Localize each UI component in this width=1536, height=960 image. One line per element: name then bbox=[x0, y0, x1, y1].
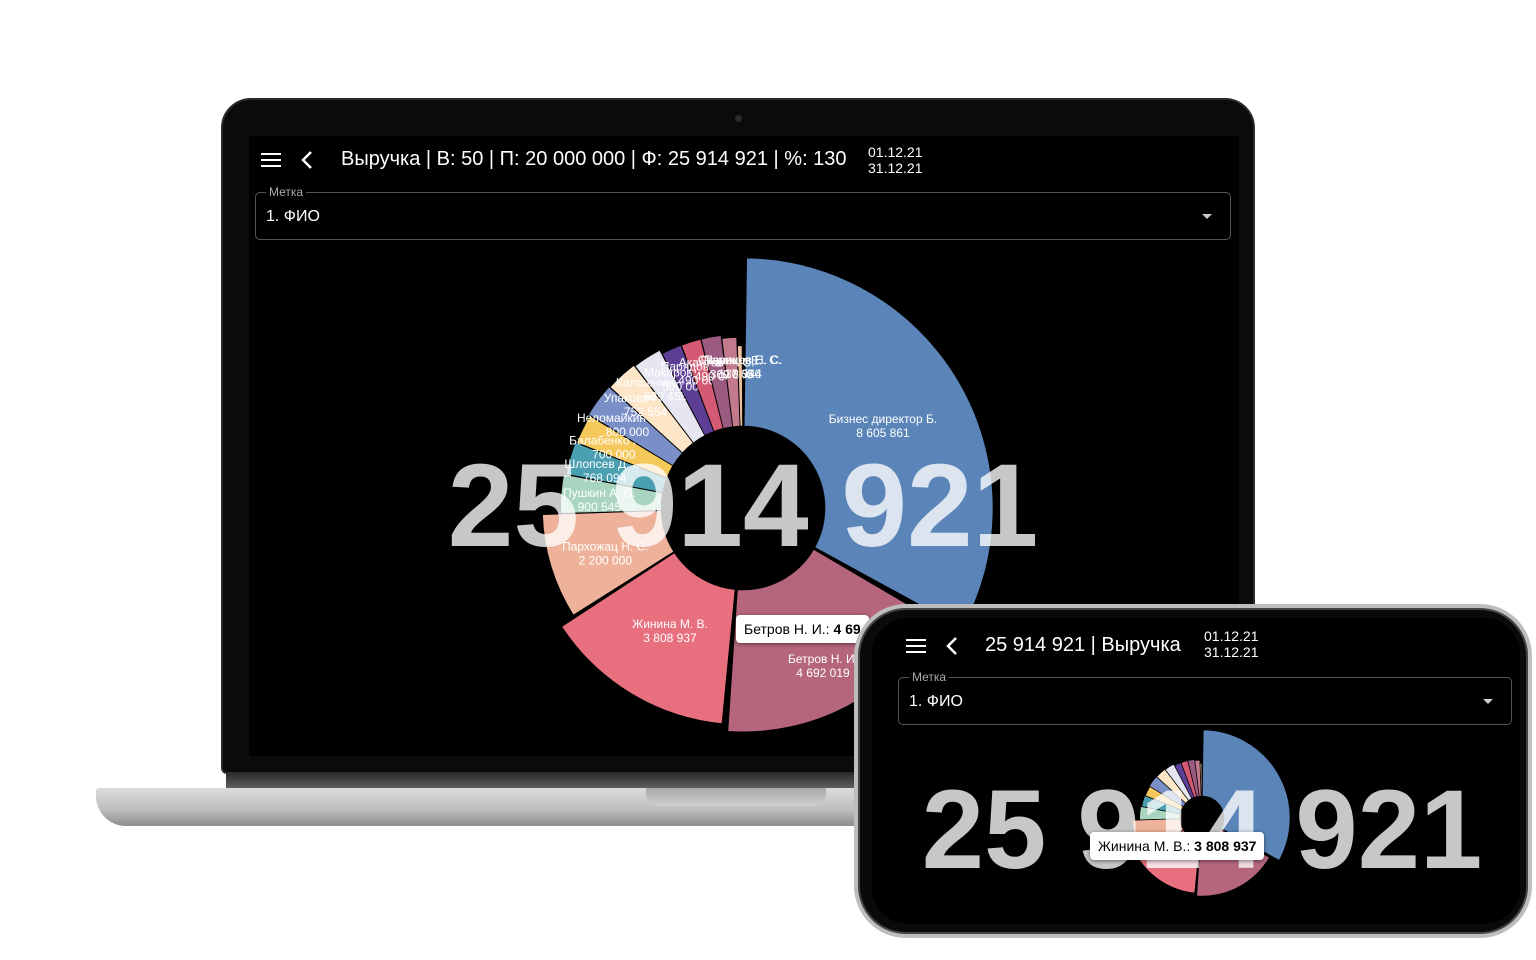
tooltip-value: 4 69 bbox=[833, 621, 861, 637]
page-title: Выручка | В: 50 | П: 20 000 000 | Ф: 25 … bbox=[341, 148, 847, 170]
slice-упакович-м-с[interactable] bbox=[609, 365, 694, 454]
back-icon[interactable] bbox=[297, 146, 317, 174]
app-bar: Выручка | В: 50 | П: 20 000 000 | Ф: 25 … bbox=[249, 136, 1239, 184]
tooltip-name: Бетров Н. И.: bbox=[744, 621, 830, 637]
phone-date-range[interactable]: 01.12.21 31.12.21 bbox=[1204, 628, 1259, 660]
value-пушкин-а-с: 900 545 bbox=[578, 500, 622, 514]
dropdown-arrow-icon[interactable] bbox=[1202, 214, 1212, 219]
label-бизнес-директор-б: Бизнес директор Б. bbox=[829, 412, 937, 426]
label-пушкин-а-с: Пушкин А. С. bbox=[563, 486, 636, 500]
value-пархожац-н-с: 2 200 000 bbox=[579, 553, 633, 567]
label-select-caption: Метка bbox=[266, 185, 307, 199]
menu-icon[interactable] bbox=[259, 146, 283, 174]
slice-парядов-е-с[interactable] bbox=[681, 339, 724, 432]
value-пареков-е-с: 17 056 bbox=[724, 367, 761, 381]
label-пареков-е: Пареков Е. bbox=[701, 353, 763, 367]
value-бетров-н-и: 4 692 019 bbox=[796, 666, 850, 680]
slice-калашников-п-с[interactable] bbox=[634, 349, 706, 444]
phone-label-select-caption: Метка bbox=[909, 670, 950, 684]
label-пареков-е-с: Пареков Е. С. bbox=[704, 353, 781, 367]
phone-page-title: 25 914 921 | Выручка bbox=[985, 634, 1181, 656]
value-неломайкин-м-с: 800 000 bbox=[606, 425, 650, 439]
value-калашников-п-с: 689 455 bbox=[644, 390, 688, 404]
label-бетров-н-и: Бетров Н. И. bbox=[788, 652, 858, 666]
phone-date-from: 01.12.21 bbox=[1204, 628, 1259, 644]
slice-пареков-е[interactable] bbox=[721, 337, 741, 427]
slice-жинина-м-в[interactable] bbox=[561, 552, 736, 724]
slice-пархожац-н-с[interactable] bbox=[542, 510, 675, 616]
phone-tooltip-name: Жинина М. В.: bbox=[1098, 838, 1191, 854]
phone-tooltip-value: 3 808 937 bbox=[1194, 838, 1257, 854]
label-select[interactable]: Метка 1. ФИО bbox=[255, 185, 1231, 240]
label-жинина-м-в: Жинина М. В. bbox=[632, 617, 708, 631]
date-range[interactable]: 01.12.21 31.12.21 bbox=[868, 144, 923, 176]
laptop-camera bbox=[735, 115, 742, 122]
value-старицев-н-с: 130 544 bbox=[718, 367, 762, 381]
phone-donut-hole bbox=[1182, 798, 1222, 838]
phone-label-select-value: 1. ФИО bbox=[909, 693, 963, 710]
date-to: 31.12.21 bbox=[868, 160, 923, 176]
slice-акантов-с-с[interactable] bbox=[700, 335, 733, 429]
laptop-notch bbox=[646, 788, 826, 806]
donut-hole bbox=[663, 428, 823, 588]
phone-menu-icon[interactable] bbox=[904, 632, 928, 660]
phone-chart-tooltip: Жинина М. В.: 3 808 937 bbox=[1090, 832, 1265, 860]
phone-total-value: 25 914 921 bbox=[922, 767, 1483, 892]
slice-макаров-с-с[interactable] bbox=[661, 344, 715, 436]
slice-старицев-н-с[interactable] bbox=[737, 345, 743, 427]
slice-шлопсев-д-с[interactable] bbox=[565, 442, 667, 493]
value-макаров-с-с: 500 000 bbox=[662, 380, 706, 394]
label-пархожац-н-с: Пархожац Н. С. bbox=[562, 539, 648, 553]
phone-back-icon[interactable] bbox=[942, 632, 962, 660]
value-шлопсев-д-с: 768 094 bbox=[583, 471, 627, 485]
phone-date-to: 31.12.21 bbox=[1204, 644, 1259, 660]
phone-donut-chart[interactable]: 25 914 921 bbox=[872, 618, 1520, 924]
slice-неломайкин-м-с[interactable] bbox=[588, 386, 683, 466]
date-from: 01.12.21 bbox=[868, 144, 923, 160]
total-value: 25 914 921 bbox=[448, 440, 1039, 572]
label-старицев-н-с: Старицев Н. С. bbox=[698, 353, 783, 367]
phone-dropdown-arrow-icon[interactable] bbox=[1483, 699, 1493, 704]
phone-slice-бизнес-директор-б[interactable] bbox=[1202, 729, 1291, 861]
value-жинина-м-в: 3 808 937 bbox=[643, 631, 697, 645]
slice-балабенко-к-я[interactable] bbox=[576, 415, 674, 479]
label-select-value: 1. ФИО bbox=[266, 208, 320, 225]
slice-пушкин-а-с[interactable] bbox=[560, 474, 663, 514]
chart-tooltip: Бетров Н. И.: 4 69 bbox=[736, 615, 869, 643]
value-упакович-м-с: 752 554 bbox=[624, 405, 668, 419]
value-балабенко-к-я: 700 000 bbox=[592, 447, 636, 461]
value-бизнес-директор-б: 8 605 861 bbox=[856, 426, 910, 440]
phone-screen: 25 914 921 | Выручка 01.12.21 31.12.21 М… bbox=[872, 618, 1520, 924]
slice-бизнес-директор-б[interactable] bbox=[743, 257, 994, 629]
phone-label-select[interactable]: Метка 1. ФИО bbox=[898, 670, 1512, 725]
